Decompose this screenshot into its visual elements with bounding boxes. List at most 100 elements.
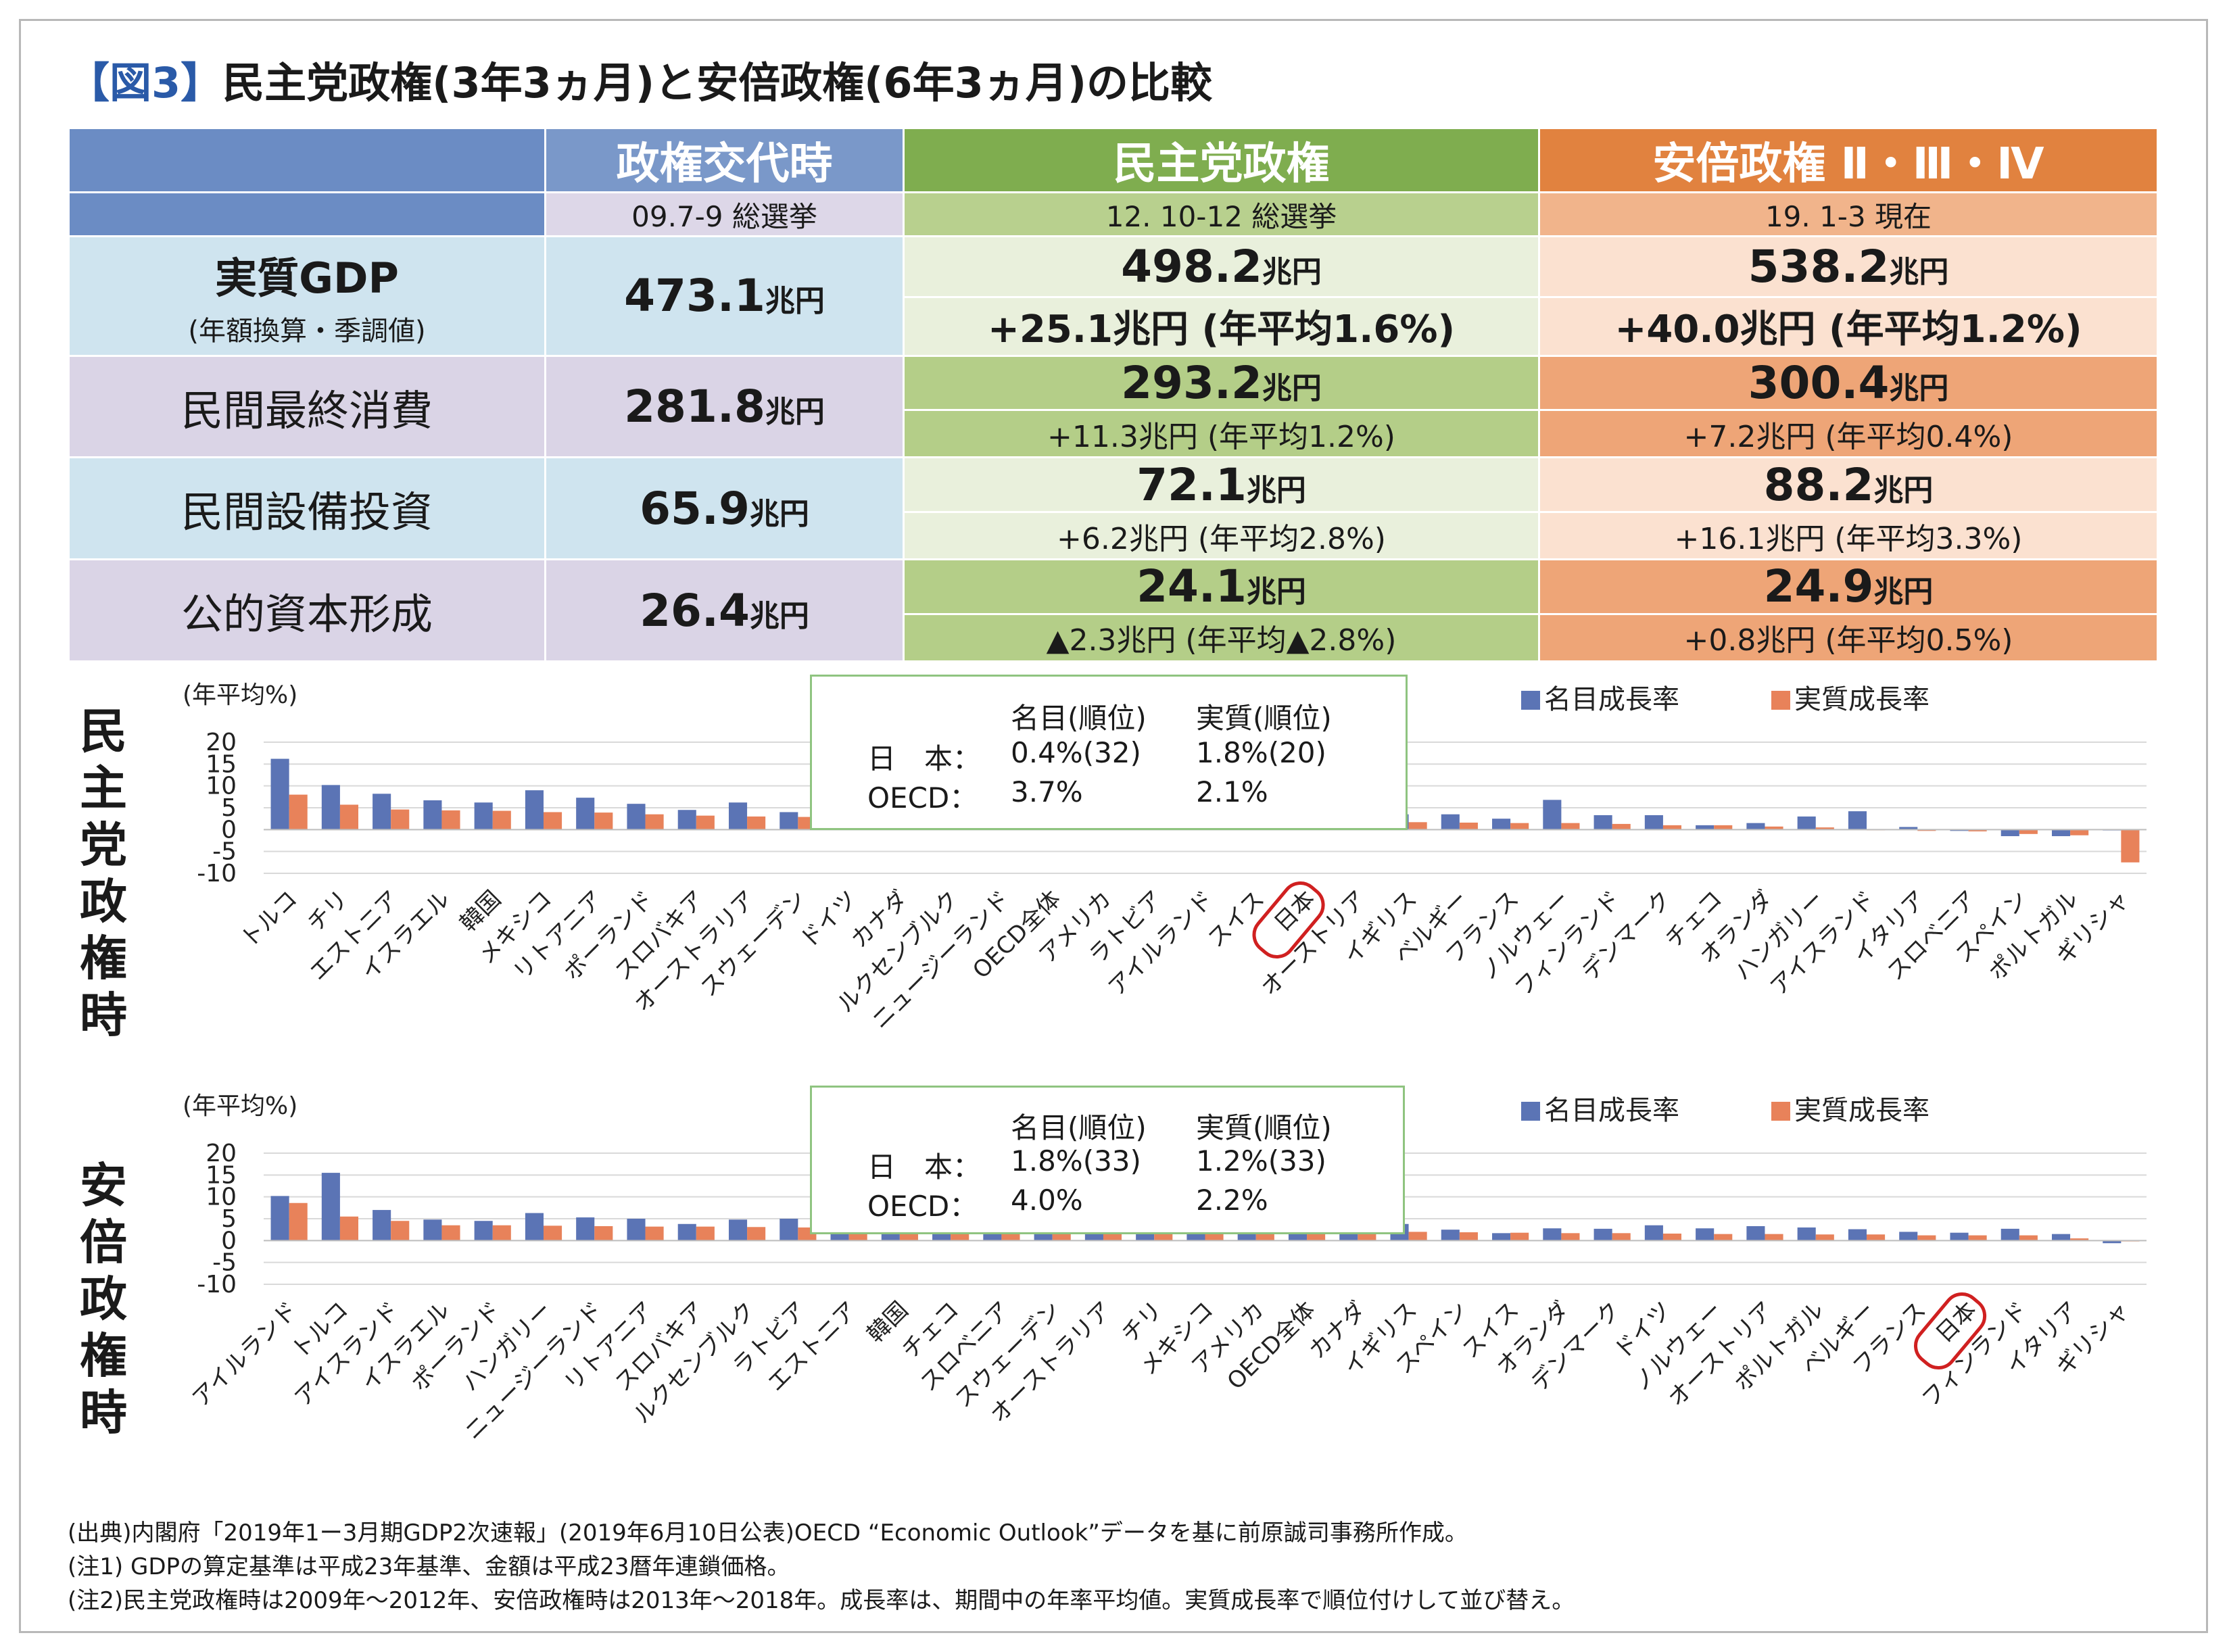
y-tick-label: 15 [206,750,237,778]
y-tick-label: -5 [212,838,237,866]
y-tick-label: 15 [206,1161,237,1189]
legend-swatch-real [1771,1102,1790,1121]
infobox-header-real: 実質(順位) [1196,702,1332,735]
bar-real [441,810,460,830]
bar-nominal [2051,1234,2071,1241]
bar-nominal [270,1196,289,1241]
bar-real [747,816,766,830]
bar-real [1408,1232,1427,1241]
bar-real [2070,829,2089,835]
row-label-consumption: 民間最終消費 [68,354,546,459]
bar-nominal [1492,1233,1511,1241]
bar-nominal [1593,1228,1612,1241]
y-tick-label: -10 [197,860,237,888]
bar-nominal [780,812,798,830]
bar-real [1459,822,1478,830]
legend-swatch-real [1771,691,1790,710]
bar-nominal [677,810,696,830]
bar-nominal [1797,1227,1816,1241]
bar-nominal [2000,1228,2019,1241]
table-row-investment: 民間設備投資 65.9兆円 72.1兆円 88.2兆円 [68,456,2159,561]
x-tick-label: スイス [1202,885,1270,953]
bar-real [2121,829,2140,863]
table-row-public-capital-diff: ▲2.3兆円 (年平均▲2.8%) +0.8兆円 (年平均0.5%) [69,612,2159,663]
infobox-japan-nominal: 0.4%(32) [1011,736,1141,769]
y-tick-label: 5 [221,1205,237,1233]
bar-nominal [1644,1225,1663,1241]
value-number: 281.8 [624,381,765,433]
cell-abe-diff: +0.8兆円 (年平均0.5%) [1538,612,2159,663]
bar-nominal [2103,1240,2122,1244]
bar-real [645,1226,664,1241]
bar-nominal [1593,815,1612,830]
value-unit: 兆円 [765,395,825,430]
bar-real [339,804,359,830]
bar-nominal [1543,800,1562,830]
bar-real [645,814,664,830]
bar-nominal [1848,1229,1867,1241]
row-label-sub: (年額換算・季調値) [188,315,426,347]
bar-real [2070,1238,2089,1241]
cell-abe-value: 300.4兆円 [1538,354,2159,412]
infobox-japan-label: 日 本： [867,1150,982,1184]
value-number: 24.9 [1763,560,1874,613]
value-unit: 兆円 [1262,370,1322,406]
cell-minshu-value: 498.2兆円 [903,235,1540,299]
value-number: 538.2 [1748,241,1890,293]
bar-real [696,815,715,830]
bar-nominal [270,758,289,830]
cell-abe-diff: +40.0兆円 (年平均1.2%) [1538,296,2159,357]
bar-nominal [1899,1232,1918,1241]
bar-nominal [1644,815,1663,830]
cell-minshu-value: 24.1兆円 [903,558,1540,615]
bar-nominal [474,1221,493,1241]
chart2-side-label: 安倍政権時 [80,1158,127,1440]
y-axis-label: (年平均%) [183,1092,297,1120]
chart1-infobox: 名目(順位) 実質(順位) 日 本： 0.4%(32) 1.8%(20) OEC… [810,675,1408,830]
bar-real [1561,1233,1580,1241]
table-subheader-row: 09.7-9 総選挙 12. 10-12 総選挙 19. 1-3 現在 [68,191,2159,237]
bar-real [1561,823,1580,830]
y-tick-label: 20 [206,1140,237,1167]
bar-real [1510,823,1529,830]
row-label-gdp: 実質GDP (年額換算・季調値) [68,235,546,357]
value-number: 293.2 [1121,356,1262,409]
bar-nominal [1848,811,1867,830]
bar-real [594,1225,613,1241]
infobox-oecd-real: 2.2% [1196,1184,1268,1217]
cell-abe-value: 538.2兆円 [1538,235,2159,299]
bar-nominal [1441,1230,1460,1241]
value-unit: 兆円 [1246,472,1306,508]
table-row-gdp-diff: +25.1兆円 (年平均1.6%) +40.0兆円 (年平均1.2%) [69,296,2159,357]
infobox-header-nominal: 名目(順位) [1011,1111,1147,1144]
cell-abe-value: 24.9兆円 [1538,558,2159,615]
footer-source: (出典)内閣府「2019年1ー3月期GDP2次速報」(2019年6月10日公表)… [68,1520,1468,1547]
bar-nominal [321,785,340,830]
x-tick-label: トルコ [235,885,303,953]
bar-real [1815,1234,1834,1241]
bar-real [1765,1234,1783,1241]
bar-nominal [728,802,748,830]
legend-label-real: 実質成長率 [1794,1095,1930,1126]
value-unit: 兆円 [1873,575,1934,610]
table-row-consumption-diff: +11.3兆円 (年平均1.2%) +7.2兆円 (年平均0.4%) [69,409,2159,459]
bar-real [747,1227,766,1241]
cell-minshu-diff: +25.1兆円 (年平均1.6%) [903,296,1540,357]
subheader-kaidai: 09.7-9 総選挙 [544,191,905,237]
cell-minshu-value: 72.1兆円 [903,456,1540,513]
bar-nominal [1441,814,1460,830]
bar-nominal [1543,1228,1562,1241]
bar-real [1408,822,1427,830]
bar-nominal [1696,825,1715,830]
table-row-consumption: 民間最終消費 281.8兆円 293.2兆円 300.4兆円 [68,354,2159,459]
cell-kaidai-value: 26.4兆円 [544,558,905,662]
bar-nominal [576,798,595,830]
bar-real [2019,1235,2038,1241]
row-label-public-capital: 公的資本形成 [68,558,546,662]
value-number: 65.9 [640,482,750,535]
y-tick-label: 5 [221,794,237,822]
comparison-table: 政権交代時 民主党政権 安倍政権 Ⅱ・Ⅲ・Ⅳ 09.7-9 総選挙 12. 10… [68,126,2159,663]
value-unit: 兆円 [1889,370,1949,406]
bar-nominal [1797,816,1816,830]
bar-nominal [576,1217,595,1241]
